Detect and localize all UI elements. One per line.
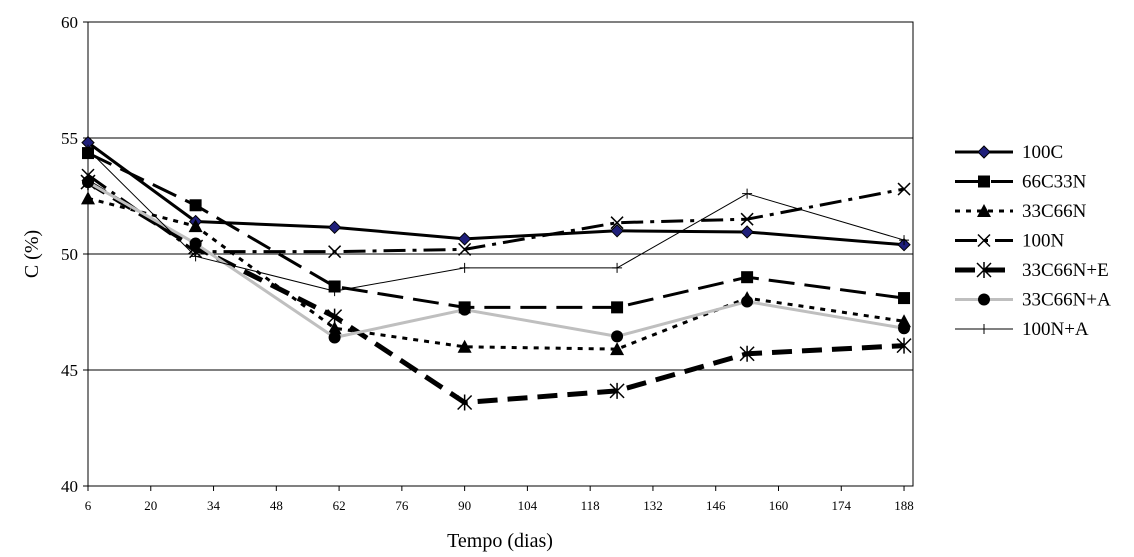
legend-item: 33C66N+A xyxy=(955,290,1111,311)
legend-item: 100N xyxy=(955,231,1065,252)
data-point xyxy=(188,219,203,233)
legend-item: 100C xyxy=(955,142,1063,163)
series-33C66N xyxy=(81,191,912,356)
x-tick-label: 146 xyxy=(706,498,726,513)
series-33C66N+A xyxy=(82,176,911,344)
data-point xyxy=(459,262,470,273)
legend-label: 33C66N+A xyxy=(1022,290,1111,311)
x-tick-label: 20 xyxy=(144,498,157,513)
data-point xyxy=(328,245,342,259)
data-point xyxy=(327,308,343,325)
x-tick-label: 174 xyxy=(832,498,852,513)
data-point xyxy=(611,330,624,343)
data-point xyxy=(612,262,623,273)
legend-label: 100N+A xyxy=(1022,319,1089,340)
x-axis-title: Tempo (dias) xyxy=(447,530,553,552)
x-tick-label: 48 xyxy=(270,498,283,513)
data-point xyxy=(189,237,202,250)
legend-label: 33C66N xyxy=(1022,201,1087,222)
grid-layer xyxy=(88,137,913,371)
legend-label: 100N xyxy=(1022,231,1065,252)
data-point xyxy=(327,321,342,335)
y-tick-label: 40 xyxy=(61,477,78,496)
series-layer xyxy=(80,135,912,411)
data-point xyxy=(898,292,911,305)
x-tick-label: 160 xyxy=(769,498,789,513)
data-point xyxy=(741,295,754,308)
legend-label: 100C xyxy=(1022,142,1063,163)
y-tick-label: 50 xyxy=(61,245,78,264)
data-point xyxy=(458,242,472,256)
legend-label: 33C66N+E xyxy=(1022,260,1109,281)
y-tick-label: 45 xyxy=(61,361,78,380)
series-line xyxy=(87,141,905,247)
x-tick-label: 76 xyxy=(395,498,409,513)
x-tick-label: 132 xyxy=(643,498,663,513)
data-point xyxy=(82,176,94,189)
x-tick-label: 6 xyxy=(85,498,92,513)
x-tick-label: 90 xyxy=(458,498,471,513)
legend-marker xyxy=(977,233,991,248)
data-point xyxy=(739,345,755,362)
x-tick-label: 104 xyxy=(518,498,538,513)
legend-marker xyxy=(979,324,989,334)
series-66C33N xyxy=(82,147,911,314)
legend-label: 66C33N xyxy=(1022,172,1087,193)
data-point xyxy=(897,182,911,196)
data-point xyxy=(740,225,754,239)
x-tick-label: 62 xyxy=(333,498,346,513)
data-point xyxy=(327,220,342,235)
y-tick-label: 55 xyxy=(61,129,78,148)
series-100N+A xyxy=(83,144,910,297)
data-point xyxy=(740,212,754,226)
x-tick-label: 188 xyxy=(894,498,914,513)
y-tick-label: 60 xyxy=(61,13,78,32)
series-line xyxy=(87,173,905,254)
data-point xyxy=(458,303,471,316)
data-point xyxy=(457,232,472,246)
data-point xyxy=(609,382,625,399)
series-line xyxy=(87,149,905,292)
data-point xyxy=(329,286,340,297)
data-point xyxy=(189,199,202,212)
legend: 100C 66C33N 33C66N 100N 33C66N+E 33C66N+A 100N… xyxy=(955,142,1111,340)
data-point xyxy=(896,337,912,354)
data-point xyxy=(742,188,753,199)
legend-marker xyxy=(976,262,992,278)
x-tick-label: 34 xyxy=(207,498,221,513)
legend-item: 33C66N+E xyxy=(955,260,1109,281)
data-point xyxy=(81,191,95,205)
x-tick-label: 118 xyxy=(581,498,600,513)
data-point xyxy=(899,235,910,246)
series-100N xyxy=(81,168,911,259)
ticks-layer: 40 45 50 55 60 6 20 34 48 62 76 90 104 118 132 146 160 17… xyxy=(61,13,914,513)
y-axis-title: C (%) xyxy=(21,230,43,278)
series-line xyxy=(86,179,905,405)
legend-marker xyxy=(977,204,991,217)
data-point xyxy=(610,342,625,356)
legend-item: 33C66N xyxy=(955,201,1087,222)
data-point xyxy=(83,144,93,155)
legend-item: 100N+A xyxy=(955,319,1089,340)
data-point xyxy=(610,224,624,238)
legend-marker xyxy=(978,175,990,188)
legend-item: 66C33N xyxy=(955,172,1087,193)
data-point xyxy=(898,322,911,335)
data-point xyxy=(611,301,624,314)
series-line xyxy=(87,151,905,309)
data-point xyxy=(457,339,472,353)
data-point xyxy=(741,271,754,284)
data-point xyxy=(328,331,341,344)
data-point xyxy=(457,394,473,411)
legend-marker xyxy=(977,145,991,159)
legend-marker xyxy=(978,293,990,306)
data-point xyxy=(610,216,624,230)
data-point xyxy=(190,251,201,262)
